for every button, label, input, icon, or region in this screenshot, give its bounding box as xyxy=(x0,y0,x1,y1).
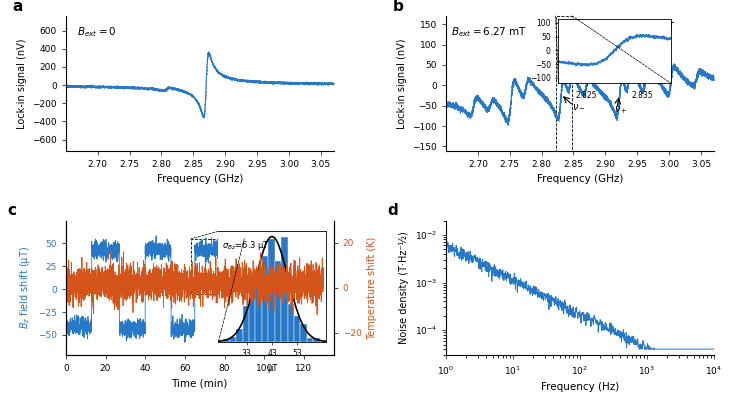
X-axis label: Time (min): Time (min) xyxy=(171,379,228,389)
Y-axis label: $B_z$ field shift (μT): $B_z$ field shift (μT) xyxy=(18,246,32,329)
Text: b: b xyxy=(392,0,403,14)
Bar xyxy=(556,16,572,150)
Text: d: d xyxy=(387,203,398,218)
X-axis label: Frequency (Hz): Frequency (Hz) xyxy=(541,382,619,392)
Y-axis label: Lock-in signal (nV): Lock-in signal (nV) xyxy=(397,38,407,128)
Text: $\nu_-$: $\nu_-$ xyxy=(572,101,586,111)
Y-axis label: Lock-in signal (nV): Lock-in signal (nV) xyxy=(17,38,26,128)
Bar xyxy=(191,239,244,294)
Text: a: a xyxy=(12,0,23,14)
Text: $B_z = 1.84$ mT: $B_z = 1.84$ mT xyxy=(607,20,675,34)
Text: $\nu_+$: $\nu_+$ xyxy=(614,104,628,116)
X-axis label: Frequency (GHz): Frequency (GHz) xyxy=(157,174,243,184)
Text: c: c xyxy=(7,203,16,218)
Y-axis label: Temperature shift (K): Temperature shift (K) xyxy=(367,236,377,340)
X-axis label: Frequency (GHz): Frequency (GHz) xyxy=(537,174,623,184)
Text: $B_{ext} = 6.27$ mT: $B_{ext} = 6.27$ mT xyxy=(452,26,527,39)
Text: $B_{ext} = 0$: $B_{ext} = 0$ xyxy=(77,26,116,39)
Y-axis label: Noise density (T·Hz⁻½): Noise density (T·Hz⁻½) xyxy=(399,231,409,344)
